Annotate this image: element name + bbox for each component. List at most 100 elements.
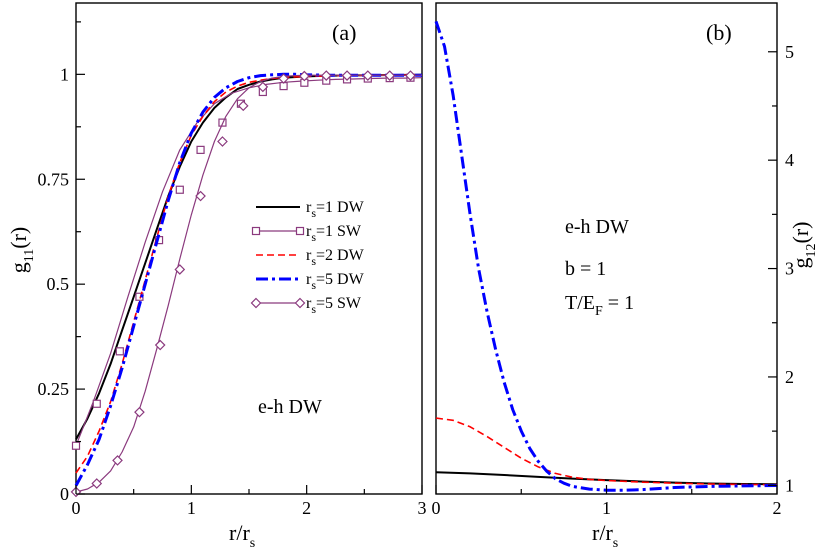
legend-label-rest-1: =1 SW — [316, 223, 362, 240]
panel-a-marker-4-10 — [278, 73, 289, 84]
panel-a-series-line-3 — [74, 72, 422, 487]
panel-a-marker-1-2 — [115, 347, 124, 356]
panel-a-marker-4-7 — [217, 136, 228, 147]
panel-b-ytick-label-1: 2 — [785, 367, 794, 387]
legend-label-1: rs=1 SW — [306, 223, 362, 244]
panel-b-series — [434, 20, 778, 492]
panel-a-marker-4-4 — [154, 339, 166, 351]
legend-label-sub-0: s — [311, 206, 316, 220]
panel-a-ytick-label-2: 0.5 — [47, 274, 70, 294]
panel-a-marker-4-2 — [112, 455, 123, 466]
legend-label-main-2: r — [306, 247, 312, 264]
panel-a-marker-4-16 — [405, 70, 416, 81]
legend-label-main-0: r — [306, 199, 312, 216]
panel-a-ytick-label-3: 0.75 — [38, 169, 70, 189]
panel-a-marker-1-6 — [196, 145, 205, 154]
panel-a-marker-4-12 — [320, 70, 332, 81]
legend-label-rest-2: =2 DW — [316, 247, 365, 264]
panel-b-annotation-main-1: b = 1 — [565, 258, 606, 280]
panel-a-annotation: e-h DW — [258, 396, 322, 418]
legend-label-2: rs=2 DW — [306, 247, 365, 268]
legend-marker-b-4 — [294, 297, 306, 309]
panel-a-label: (a) — [332, 20, 356, 45]
panel-a-series-line-0 — [75, 73, 423, 440]
legend-label-rest-3: =5 DW — [316, 271, 365, 288]
panel-a-marker-4-9 — [257, 81, 269, 93]
legend-label-rest-4: =5 SW — [316, 295, 362, 312]
panel-b-ylabel-main: g — [788, 257, 813, 268]
panel-a-xtick-label-0: 0 — [72, 498, 81, 518]
panel-a-ylabel-sub: 11 — [22, 249, 37, 262]
panel-a-marker-1-1 — [92, 399, 101, 408]
legend-label-rest-0: =1 DW — [316, 199, 365, 216]
panel-a-series-line-4 — [75, 74, 422, 493]
legend-label-sub-3: s — [311, 278, 316, 292]
panel-a-marker-1-5 — [175, 185, 184, 194]
panel-a-ylabel: g11(r) — [6, 227, 37, 273]
panel-a-xtick-label-2: 2 — [302, 498, 311, 518]
panel-b-annotation-main-2: T/E — [565, 292, 595, 314]
panel-b-annotation-line-1: b = 1 — [565, 258, 606, 280]
panel-a-xlabel-main: r/r — [229, 520, 250, 545]
legend-label-main-1: r — [306, 223, 312, 240]
panel-a-marker-4-13 — [341, 70, 353, 81]
panel-b-xtick-label-0: 0 — [432, 498, 441, 518]
panel-a-xtick-label-3: 3 — [418, 498, 427, 518]
panel-b-series-line-2 — [434, 20, 778, 492]
legend-marker-a-4 — [250, 297, 262, 309]
panel-b-ytick-label-3: 4 — [785, 150, 794, 170]
panel-b-xlabel-sub: s — [613, 536, 618, 551]
panel-a-xtick-label-1: 1 — [187, 498, 196, 518]
panel-b-series-line-1 — [435, 417, 778, 486]
panel-a-marker-4-8 — [237, 100, 249, 112]
panel-b-annotation-sub-2: F — [595, 304, 603, 319]
panel-b-ylabel-sub: 12 — [804, 243, 819, 257]
legend-label-main-3: r — [306, 271, 312, 288]
legend-label-main-4: r — [306, 295, 312, 312]
legend-marker-a-1 — [251, 226, 261, 236]
panel-a-marker-4-15 — [384, 70, 396, 81]
panel-b-annotation-rest-2: = 1 — [603, 292, 634, 314]
panel-a: 0 1 2 300.250.50.751 (a) e-h DW rs=1 DWrs=1… — [6, 2, 427, 551]
panel-a-marker-4-6 — [195, 190, 206, 202]
panel-b-annotation-line-2: T/EF = 1 — [565, 292, 634, 319]
panel-a-marker-4-3 — [134, 406, 145, 418]
legend-label-sub-4: s — [311, 302, 316, 316]
panel-b-ytick-label-0: 1 — [785, 475, 794, 495]
panel-b-ylabel: g12(r) — [788, 222, 819, 269]
panel-a-marker-4-1 — [91, 478, 103, 489]
legend-label-4: rs=5 SW — [306, 295, 362, 316]
panel-a-marker-4-5 — [174, 264, 186, 275]
legend-label-sub-1: s — [311, 230, 316, 244]
panel-a-ylabel-main: g — [6, 262, 31, 273]
panel-a-ytick-label-0: 0 — [60, 484, 69, 504]
panel-a-xlabel: r/rs — [229, 520, 255, 551]
legend-label-0: rs=1 DW — [306, 199, 365, 220]
panel-a-ytick-label-1: 0.25 — [38, 379, 70, 399]
panel-b-xlabel-main: r/r — [592, 520, 613, 545]
panel-a-series-line-2 — [75, 74, 423, 474]
panel-a-ticks: 0 1 2 3 0 0.25 0.5 0.75 1 — [38, 21, 427, 518]
panel-b-ytick-label-2: 3 — [785, 259, 794, 279]
panel-b-label: (b) — [706, 20, 732, 45]
panel-a-series — [70, 70, 423, 498]
panel-b-ylabel-suffix: (r) — [788, 222, 813, 244]
legend-label-sub-2: s — [311, 254, 316, 268]
panel-a-ytick-label-4: 1 — [60, 64, 69, 84]
panel-b-annotation: e-h DW b = 1 T/EF = 1 — [565, 216, 634, 319]
panel-b-frame — [435, 2, 778, 495]
panel-a-marker-4-11 — [299, 70, 310, 82]
panel-b-series-line-0 — [435, 471, 778, 486]
panel-b-annotation-main-0: e-h DW — [565, 216, 629, 238]
panel-a-ylabel-suffix: (r) — [6, 227, 31, 249]
panel-b-xtick-label-1: 1 — [602, 498, 611, 518]
panel-a-series-line-1 — [75, 77, 423, 446]
panel-b-ytick-label-4: 5 — [785, 42, 794, 62]
panel-b-annotation-line-0: e-h DW — [565, 216, 629, 238]
panel-a-xlabel-sub: s — [250, 536, 255, 551]
legend-marker-b-1 — [295, 226, 305, 236]
